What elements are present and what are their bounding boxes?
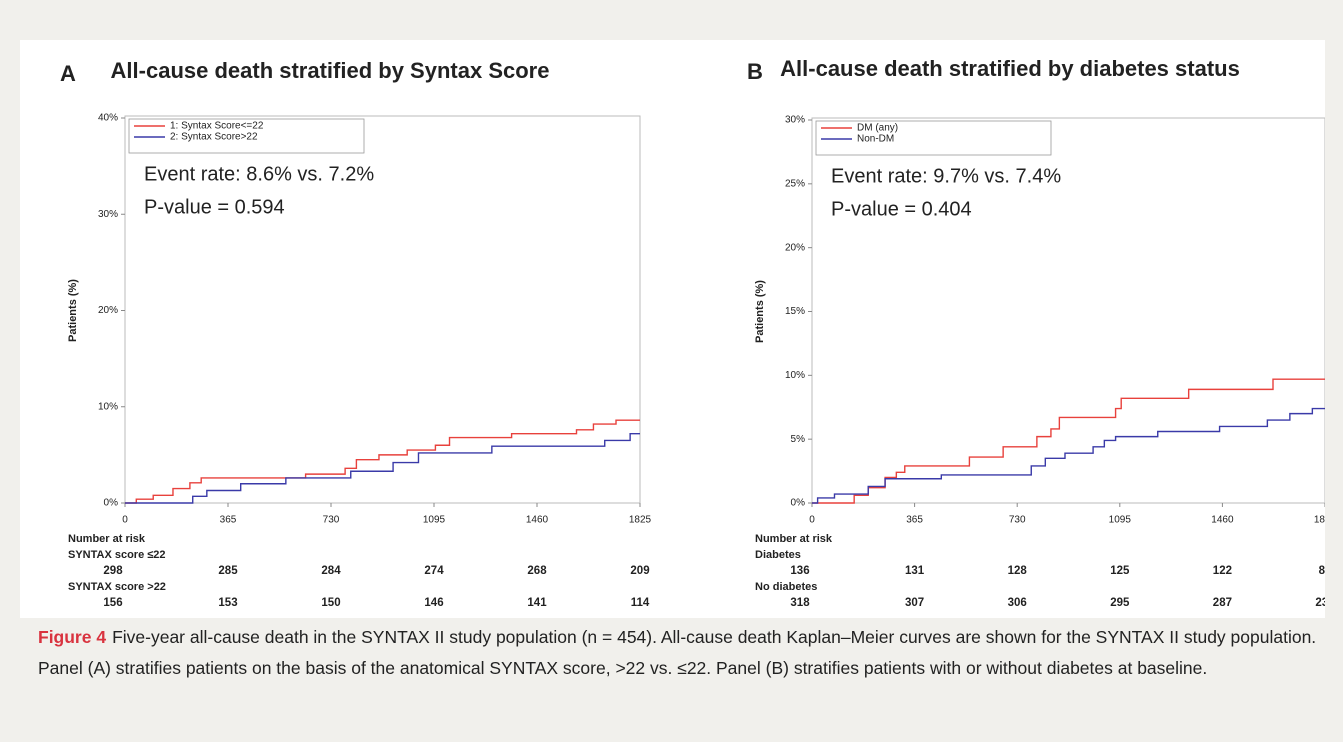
caption-text: Five-year all-cause death in the SYNTAX …	[38, 627, 1317, 678]
risk-count: 287	[1213, 597, 1232, 609]
risk-group-name: No diabetes	[755, 581, 817, 593]
y-tick-label: 20%	[785, 242, 805, 253]
risk-count: 295	[1110, 597, 1130, 609]
y-tick-label: 30%	[785, 115, 805, 126]
caption: Figure 4 Five-year all-cause death in the…	[38, 622, 1318, 684]
y-tick-label: 25%	[785, 178, 805, 189]
y-axis-label: Patients (%)	[754, 280, 766, 343]
annotation: Event rate: 9.7% vs. 7.4%	[831, 165, 1061, 187]
caption-label: Figure 4	[38, 627, 107, 647]
legend-label: 2: Syntax Score>22	[170, 132, 258, 143]
panel-label: A	[60, 61, 76, 86]
y-tick-label: 20%	[98, 305, 118, 316]
plot-frame	[124, 115, 641, 504]
risk-count: 141	[527, 597, 547, 609]
y-tick-label: 0%	[791, 498, 806, 509]
km-curve	[125, 419, 640, 504]
risk-table-title: Number at risk	[68, 533, 146, 545]
risk-count: 235	[1315, 597, 1325, 609]
risk-count: 284	[321, 565, 341, 577]
risk-count: 274	[424, 565, 444, 577]
legend-box	[815, 120, 1052, 156]
x-tick-label: 365	[906, 515, 923, 526]
risk-count: 114	[631, 597, 650, 609]
risk-group-name: SYNTAX score >22	[68, 581, 166, 593]
risk-table-title: Number at risk	[755, 533, 833, 545]
figure: A All-cause death stratified by Syntax Sc…	[20, 40, 1325, 618]
legend-box	[128, 118, 365, 154]
y-tick-label: 30%	[98, 209, 118, 220]
legend-label: 1: Syntax Score<=22	[170, 121, 264, 132]
x-tick-label: 1095	[1109, 515, 1132, 526]
risk-count: 153	[218, 597, 237, 609]
risk-count: 125	[1110, 565, 1130, 577]
y-tick-label: 0%	[104, 498, 119, 509]
risk-count: 209	[630, 565, 649, 577]
risk-count: 122	[1213, 565, 1232, 577]
risk-count: 146	[424, 597, 443, 609]
risk-count: 307	[905, 597, 924, 609]
risk-count: 156	[103, 597, 122, 609]
risk-count: 88	[1319, 565, 1325, 577]
annotation: Event rate: 8.6% vs. 7.2%	[144, 163, 374, 185]
y-tick-label: 15%	[785, 306, 805, 317]
y-tick-label: 40%	[98, 113, 118, 124]
y-tick-label: 10%	[98, 401, 118, 412]
risk-group-name: SYNTAX score ≤22	[68, 549, 166, 561]
x-tick-label: 1460	[1211, 515, 1234, 526]
risk-count: 298	[103, 565, 123, 577]
y-tick-label: 5%	[791, 434, 806, 445]
chart-title: All-cause death stratified by diabetes s…	[780, 56, 1240, 81]
risk-count: 131	[905, 565, 925, 577]
km-curve	[812, 407, 1325, 504]
y-axis-label: Patients (%)	[67, 279, 79, 342]
annotation: P-value = 0.404	[831, 198, 972, 220]
x-tick-label: 1460	[526, 515, 549, 526]
km-curve	[125, 433, 640, 504]
x-tick-label: 0	[809, 515, 815, 526]
km-curve	[812, 378, 1325, 504]
risk-count: 318	[790, 597, 810, 609]
chart-title: All-cause death stratified by Syntax Sco…	[111, 58, 550, 83]
plot-frame	[811, 117, 1325, 504]
x-tick-label: 1825	[629, 515, 652, 526]
risk-group-name: Diabetes	[755, 549, 801, 561]
x-tick-label: 730	[323, 515, 340, 526]
risk-count: 150	[321, 597, 340, 609]
legend-label: Non-DM	[857, 134, 894, 145]
risk-count: 268	[527, 565, 547, 577]
risk-count: 285	[218, 565, 238, 577]
x-tick-label: 1095	[423, 515, 446, 526]
risk-count: 128	[1008, 565, 1028, 577]
x-tick-label: 365	[220, 515, 237, 526]
panel-label: B	[747, 59, 763, 84]
legend-label: DM (any)	[857, 123, 898, 134]
x-tick-label: 730	[1009, 515, 1026, 526]
risk-count: 136	[790, 565, 809, 577]
x-tick-label: 1825	[1314, 515, 1325, 526]
y-tick-label: 10%	[785, 370, 805, 381]
annotation: P-value = 0.594	[144, 196, 285, 218]
x-tick-label: 0	[122, 515, 128, 526]
risk-count: 306	[1008, 597, 1027, 609]
